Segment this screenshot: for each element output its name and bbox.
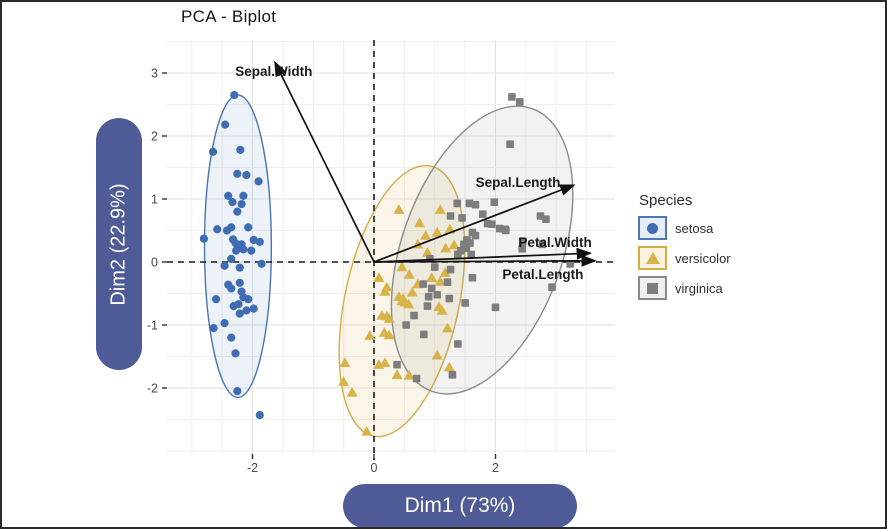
legend: Species setosa versicolor virginica xyxy=(638,192,731,306)
svg-text:2: 2 xyxy=(151,130,158,144)
svg-text:3: 3 xyxy=(151,67,158,81)
legend-item-setosa: setosa xyxy=(638,216,731,240)
svg-text:-1: -1 xyxy=(147,319,158,333)
setosa-circle-icon xyxy=(638,216,667,240)
legend-item-label: virginica xyxy=(675,280,723,296)
svg-text:-2: -2 xyxy=(147,382,158,396)
svg-text:Petal.Width: Petal.Width xyxy=(518,235,591,250)
svg-text:-2: -2 xyxy=(247,461,258,475)
svg-text:Sepal.Length: Sepal.Length xyxy=(476,175,561,190)
legend-item-virginica: virginica xyxy=(638,276,731,300)
virginica-square-icon xyxy=(638,276,667,300)
svg-text:0: 0 xyxy=(371,461,378,475)
svg-text:Sepal.Width: Sepal.Width xyxy=(235,64,312,79)
legend-item-label: setosa xyxy=(675,220,714,236)
versicolor-triangle-icon xyxy=(638,246,667,270)
svg-text:0: 0 xyxy=(151,256,158,270)
legend-item-versicolor: versicolor xyxy=(638,246,731,270)
x-axis-label-pill: Dim1 (73%) xyxy=(343,484,577,527)
y-axis-label-pill: Dim2 (22.9%) xyxy=(96,118,142,370)
legend-item-label: versicolor xyxy=(675,250,731,266)
svg-text:Petal.Length: Petal.Length xyxy=(502,267,583,282)
svg-text:1: 1 xyxy=(151,193,158,207)
chart-title: PCA - Biplot xyxy=(181,7,277,26)
y-axis-label: Dim2 (22.9%) xyxy=(107,182,130,306)
legend-title: Species xyxy=(639,192,693,209)
x-axis-label: Dim1 (73%) xyxy=(404,494,516,517)
svg-text:2: 2 xyxy=(492,461,499,475)
